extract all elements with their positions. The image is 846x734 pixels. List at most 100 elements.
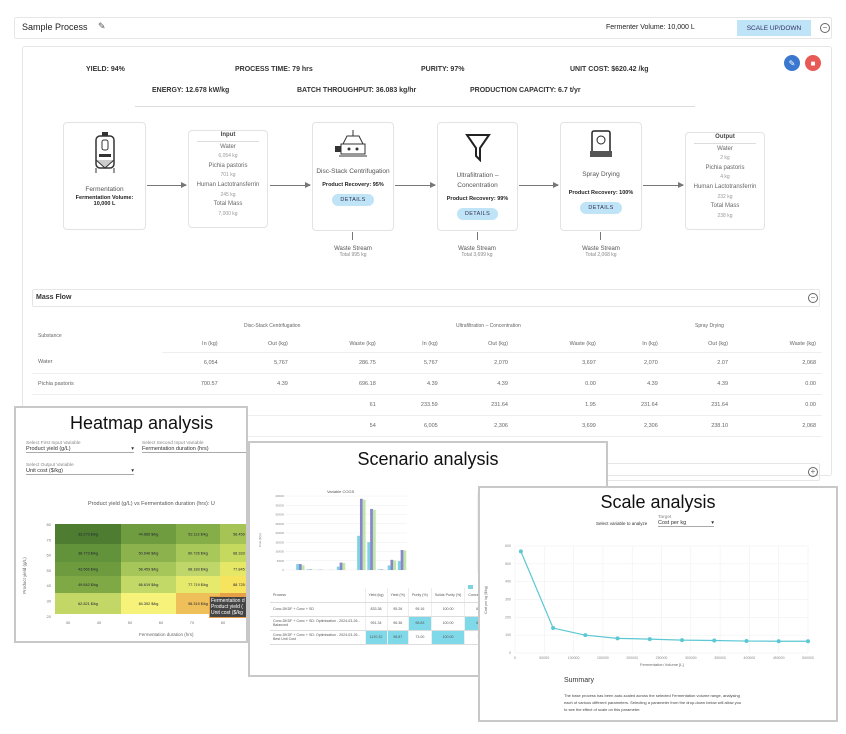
details-button[interactable]: DETAILS xyxy=(580,202,622,214)
cell: 2.07 xyxy=(663,352,735,374)
table-row: Conc-DKDF + Conc + SD: Optimisation - 20… xyxy=(270,616,503,631)
data-point[interactable] xyxy=(776,639,781,644)
data-point[interactable] xyxy=(615,636,620,641)
data-point[interactable] xyxy=(647,637,652,642)
table-header-row: Process Yield (kg) Yield (%) Purity (%) Soli… xyxy=(270,588,503,603)
summary-text: The base process has been auto-scaled ac… xyxy=(564,693,742,712)
cell: 951.34 xyxy=(364,616,388,631)
data-point[interactable] xyxy=(744,639,749,644)
details-button[interactable]: DETAILS xyxy=(332,194,374,206)
stage-card-centrifugation[interactable]: Disc-Stack Centrifugation Product Recove… xyxy=(312,122,394,231)
bar xyxy=(380,569,384,570)
heatmap-cell[interactable] xyxy=(220,562,248,576)
bar xyxy=(400,550,404,570)
heatmap-cell[interactable] xyxy=(121,593,176,614)
heatmap-cell[interactable] xyxy=(55,593,121,614)
col-header: In (kg) xyxy=(601,318,664,353)
col-header: Process xyxy=(270,588,365,603)
x-tick: 350000 xyxy=(714,656,726,660)
waste-total: Total 995 kg xyxy=(339,252,367,258)
flow-arrow xyxy=(270,182,311,188)
fermentation-card[interactable]: Fermentation Fermentation Volume: 10,000… xyxy=(63,122,146,230)
x-tick: 60 xyxy=(159,620,164,625)
heatmap-cell[interactable] xyxy=(176,562,220,576)
heatmap-cell-label: 50.646 $/kg xyxy=(139,552,159,556)
bar xyxy=(336,566,340,570)
data-point[interactable] xyxy=(680,638,685,643)
edit-button[interactable]: ✎ xyxy=(784,55,800,71)
heatmap-cell[interactable] xyxy=(55,544,121,562)
stage-card-ultrafiltration[interactable]: Ultrafiltration – Concentration Product … xyxy=(437,122,518,231)
col-header: Yield (%) xyxy=(386,588,409,603)
heatmap-cell[interactable] xyxy=(121,562,176,576)
data-point[interactable] xyxy=(551,626,556,631)
stage-recovery: Product Recovery: 95% xyxy=(322,182,384,188)
heatmap-cell-label: 60.726 $/kg xyxy=(188,552,208,556)
heatmap-cell[interactable] xyxy=(220,524,248,544)
details-button[interactable]: DETAILS xyxy=(456,208,499,220)
data-point[interactable] xyxy=(806,639,810,644)
expand-icon[interactable]: + xyxy=(808,467,818,477)
bar xyxy=(370,508,373,570)
fermentation-volume-label: Fermentation Volume: xyxy=(75,195,134,201)
output-item-value: 238 kg xyxy=(717,212,733,219)
heatmap-cell[interactable] xyxy=(55,576,121,593)
output-select[interactable]: Select Output Variable Unit cost ($/kg) ▾ xyxy=(26,463,134,475)
stage-name: Ultrafiltration – Concentration xyxy=(456,172,499,189)
y-tick: 80 xyxy=(47,522,52,527)
fermenter-icon xyxy=(94,132,115,173)
scale-up-down-button[interactable]: SCALE UP/DOWN xyxy=(737,20,811,36)
y-tick: 350000 xyxy=(275,503,284,507)
heatmap-cell[interactable] xyxy=(220,544,248,562)
summary-title: Summary xyxy=(564,677,594,684)
heatmap-cell[interactable] xyxy=(176,544,220,562)
heatmap-cell[interactable] xyxy=(121,544,176,562)
metric-yield: YIELD: 94% xyxy=(86,66,125,73)
collapse-icon[interactable]: − xyxy=(820,23,830,33)
target-select[interactable]: Target Cost per kg ▾ xyxy=(658,515,714,527)
bar xyxy=(403,550,407,570)
heatmap-cell[interactable] xyxy=(55,562,121,576)
waste-label: Waste Stream xyxy=(334,246,372,252)
scale-analysis-panel: Scale analysis Select variable to analyz… xyxy=(478,486,838,722)
input-item-value: 7,000 kg xyxy=(218,210,238,217)
first-input-select[interactable]: Select First Input Variable Product yield… xyxy=(26,441,134,453)
stage-recovery: Product Recovery: 100% xyxy=(568,190,634,196)
col-header: Waste (kg) xyxy=(293,318,382,353)
cell: 0.00 xyxy=(734,394,822,416)
second-input-select[interactable]: Select Second Input Variable Fermentation… xyxy=(142,441,246,453)
heatmap-cell[interactable] xyxy=(55,524,121,544)
data-point[interactable] xyxy=(712,638,717,643)
cell: 5,767 xyxy=(381,352,444,374)
input-item-name: Total Mass xyxy=(213,201,243,208)
select-label: Select Second Input Variable xyxy=(142,441,204,446)
heatmap-cell[interactable] xyxy=(176,524,220,544)
funnel-icon xyxy=(464,134,491,163)
heatmap-cell[interactable] xyxy=(176,576,220,593)
col-header: Waste (kg) xyxy=(513,318,602,353)
mass-flow-header[interactable] xyxy=(32,289,820,307)
x-tick: 30 xyxy=(66,620,71,625)
stage-card-spray-drying[interactable]: Spray Drying Product Recovery: 100% DETA… xyxy=(560,122,642,231)
bar xyxy=(377,569,381,570)
edit-title-icon[interactable]: ✎ xyxy=(98,21,106,31)
heatmap-cell[interactable] xyxy=(121,576,176,593)
x-tick: 100000 xyxy=(568,656,580,660)
heatmap-cell[interactable] xyxy=(121,524,176,544)
cell: Conc-DKDF + Conc + SD: Optimisation - 20… xyxy=(270,630,365,645)
waste-label: Waste Stream xyxy=(458,246,496,252)
waste-arrow xyxy=(352,232,353,240)
data-point[interactable] xyxy=(518,549,523,554)
collapse-icon[interactable]: − xyxy=(808,293,818,303)
data-point[interactable] xyxy=(583,633,588,638)
process-header xyxy=(14,17,832,39)
delete-button[interactable]: ■ xyxy=(805,55,821,71)
input-item-name: Human Lactotransferrin xyxy=(196,181,260,188)
bar xyxy=(342,562,346,570)
y-tick: 70 xyxy=(47,537,52,542)
col-header: In (kg) xyxy=(161,318,224,353)
fermentation-volume: 10,000 L xyxy=(93,201,116,207)
y-tick: 150000 xyxy=(275,540,284,544)
heatmap-cell[interactable] xyxy=(220,576,248,593)
cell: 4.39 xyxy=(601,373,664,395)
